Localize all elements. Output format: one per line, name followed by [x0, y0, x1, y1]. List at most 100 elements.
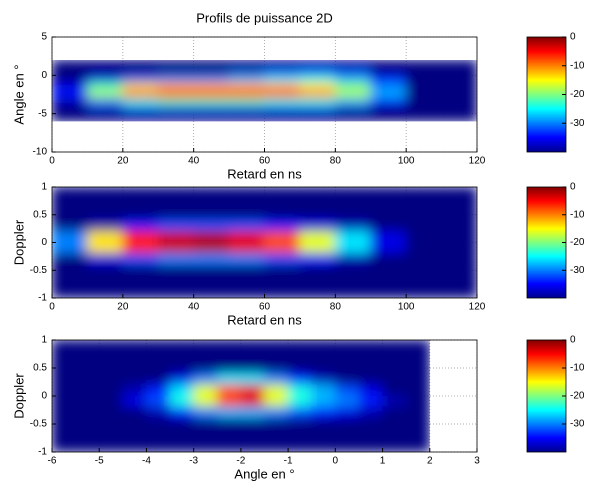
- x-tick-label: -2: [236, 456, 245, 467]
- heatmap-cell: [441, 219, 477, 232]
- x-tick-label: -5: [95, 456, 104, 467]
- heatmap-cell: [264, 208, 301, 221]
- heatmap-cell: [405, 340, 430, 352]
- heatmap-cell: [264, 219, 301, 232]
- heatmap-cell: [370, 253, 407, 266]
- heatmap-cell: [169, 395, 195, 408]
- heatmap-cell: [228, 187, 265, 199]
- heatmap-cell: [98, 406, 124, 419]
- heatmap-cell: [157, 197, 195, 210]
- colorbar-tick-label: -20: [570, 237, 585, 248]
- heatmap-cell: [157, 187, 195, 199]
- heatmap-cell: [98, 384, 124, 397]
- heatmap-cell: [334, 340, 360, 352]
- heatmap-cell: [157, 97, 195, 107]
- heatmap-cell: [264, 417, 289, 431]
- heatmap-cell: [334, 350, 360, 363]
- heatmap-cell: [145, 429, 171, 442]
- heatmap-cell: [299, 67, 336, 76]
- heatmap-cell: [358, 429, 384, 442]
- heatmap-cell: [52, 361, 77, 375]
- colorbar-tick-label: 0: [570, 182, 576, 193]
- heatmap-cell: [157, 253, 195, 266]
- heatmap-cell: [382, 373, 407, 386]
- heatmap-cell: [122, 395, 147, 408]
- heatmap-cell: [86, 187, 124, 199]
- heatmap-cell: [358, 395, 384, 408]
- heatmap-cell: [193, 60, 230, 69]
- heatmap-cell: [264, 60, 301, 69]
- heatmap-cell: [157, 74, 195, 84]
- heatmap-cell: [240, 361, 265, 375]
- heatmap-cell: [193, 275, 230, 288]
- heatmap-cell: [264, 286, 301, 298]
- heatmap-cell: [299, 208, 336, 221]
- heatmap-cell: [370, 197, 407, 210]
- heatmap-cell: [193, 395, 218, 408]
- heatmap-cell: [334, 275, 372, 288]
- heatmap-cell: [240, 395, 265, 408]
- heatmap-cell: [52, 253, 88, 266]
- heatmap-cell: [75, 440, 100, 452]
- heatmap-cell: [334, 406, 360, 419]
- x-tick-label: -3: [189, 456, 198, 467]
- heatmap-cell: [441, 230, 477, 243]
- heatmap-cell: [228, 97, 265, 107]
- heatmap-cell: [405, 417, 430, 431]
- heatmap-cell: [86, 253, 124, 266]
- heatmap-cell: [75, 340, 100, 352]
- heatmap-cell: [405, 219, 443, 232]
- y-tick-label: 1: [41, 182, 47, 193]
- heatmap-cell: [299, 253, 336, 266]
- heatmap-cell: [86, 264, 124, 277]
- heatmap-cell: [52, 113, 88, 122]
- heatmap-cell: [264, 242, 301, 255]
- heatmap-cell: [169, 350, 195, 363]
- heatmap-cell: [52, 97, 88, 107]
- heatmap-cell: [52, 187, 88, 199]
- heatmap-cell: [122, 361, 147, 375]
- heatmap-cell: [86, 67, 124, 76]
- heatmap-cell: [264, 395, 289, 408]
- heatmap-cell: [264, 197, 301, 210]
- heatmap-cell: [122, 373, 147, 386]
- heatmap-cell: [157, 67, 195, 76]
- heatmap-cell: [405, 67, 443, 76]
- heatmap-cell: [52, 230, 88, 243]
- heatmap-cell: [193, 253, 230, 266]
- heatmap-cell: [52, 275, 88, 288]
- heatmap-cell: [334, 219, 372, 232]
- heatmap-cell: [122, 429, 147, 442]
- heatmap-cell: [75, 429, 100, 442]
- colorbar-tick-label: 0: [570, 335, 576, 346]
- heatmap-cell: [157, 82, 195, 92]
- heatmap-cell: [334, 230, 372, 243]
- heatmap-cell: [240, 384, 265, 397]
- heatmap-cell: [52, 340, 77, 352]
- heatmap-cell: [441, 82, 477, 92]
- heatmap-cell: [122, 350, 147, 363]
- heatmap-cell: [52, 440, 77, 452]
- heatmap-cell: [98, 361, 124, 375]
- heatmap-cell: [334, 429, 360, 442]
- heatmap-cell: [264, 230, 301, 243]
- heatmap-cell: [216, 395, 242, 408]
- heatmap-cell: [169, 384, 195, 397]
- heatmap-cell: [193, 286, 230, 298]
- heatmap-cell: [287, 429, 313, 442]
- heatmap-cell: [299, 60, 336, 69]
- heatmap-cell: [334, 286, 372, 298]
- heatmap-cell: [405, 361, 430, 375]
- heatmap-cell: [193, 105, 230, 115]
- heatmap-cell: [334, 361, 360, 375]
- heatmap-cell: [193, 197, 230, 210]
- heatmap-cell: [157, 264, 195, 277]
- heatmap-cell: [145, 395, 171, 408]
- heatmap-cell: [122, 197, 159, 210]
- y-axis-label: Doppler: [11, 219, 26, 265]
- heatmap-cell: [216, 429, 242, 442]
- colorbar: [526, 339, 567, 453]
- heatmap-cell: [98, 429, 124, 442]
- x-tick-label: 100: [398, 156, 415, 167]
- heatmap-cell: [311, 350, 336, 363]
